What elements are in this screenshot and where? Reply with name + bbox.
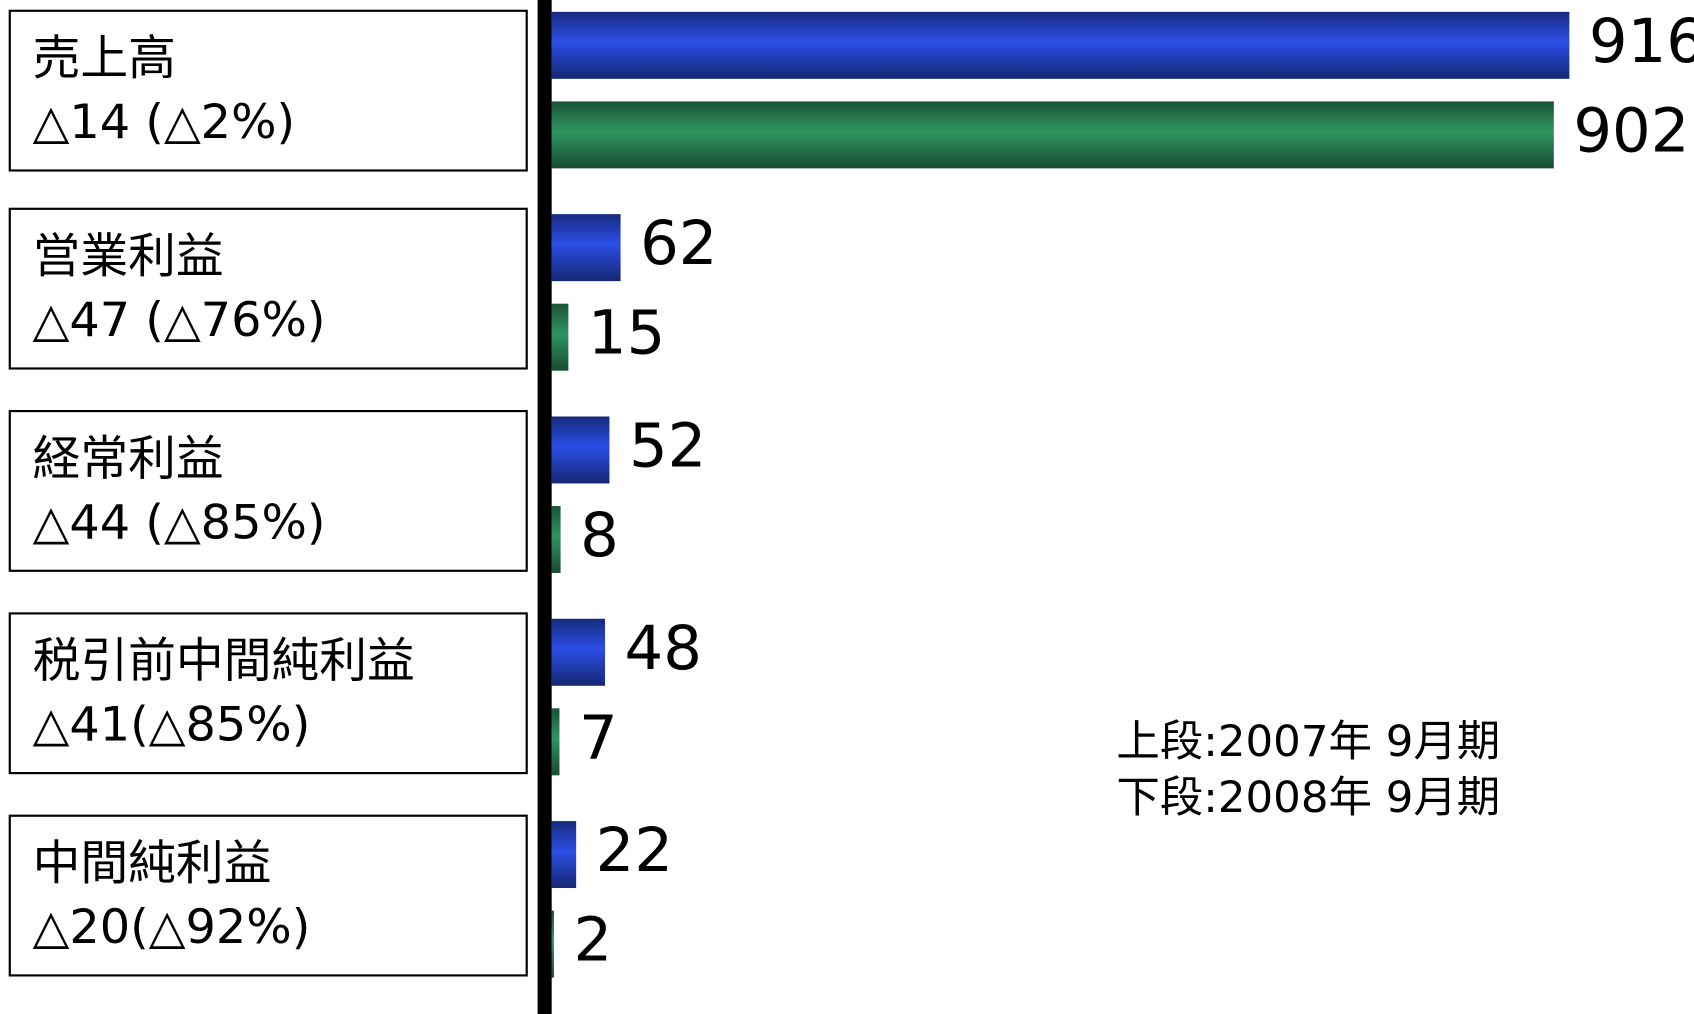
- category-label: 営業利益: [33, 230, 224, 285]
- value-label: 8: [580, 501, 619, 571]
- bar-shade: [551, 618, 606, 686]
- bar-shade: [551, 416, 610, 484]
- category-label: 税引前中間純利益: [33, 634, 415, 689]
- change-label: △44 (△85%): [33, 496, 326, 551]
- bar-shade: [551, 101, 1554, 169]
- bar-shade: [551, 821, 577, 889]
- change-label: △47 (△76%): [33, 293, 326, 348]
- plot: 売上高 △14 (△2%) 916 902 営業利益 △47 (△76%) 62 15 経常利益…: [8, 0, 1694, 1014]
- value-label: 48: [625, 614, 702, 684]
- value-label: 22: [596, 816, 673, 886]
- legend-text: 上段:2007年 9月期: [1116, 717, 1500, 767]
- label-box: [8, 9, 528, 172]
- legend-text: 下段:2008年 9月期: [1116, 773, 1500, 823]
- label-box: [8, 612, 528, 775]
- change-label: △20(△92%): [33, 900, 311, 955]
- change-label: △41(△85%): [33, 698, 311, 753]
- value-label: 2: [573, 906, 612, 976]
- value-label: 902: [1573, 97, 1689, 167]
- bar-shade: [551, 214, 621, 282]
- value-label: 15: [588, 299, 665, 369]
- value-label: 52: [629, 412, 706, 482]
- bar-shade: [551, 708, 560, 776]
- value-label: 62: [640, 209, 717, 279]
- bar-shade: [551, 11, 1570, 79]
- category-label: 経常利益: [33, 432, 224, 487]
- axis-line: [537, 0, 552, 1014]
- label-box: [8, 207, 528, 370]
- bar-shade: [551, 303, 569, 371]
- category-label: 中間純利益: [33, 837, 272, 892]
- value-label: 7: [579, 704, 618, 774]
- label-box: [8, 814, 528, 977]
- bar-shade: [551, 506, 561, 573]
- category-label: 売上高: [33, 32, 176, 87]
- value-label: 916: [1589, 7, 1694, 77]
- bar-shade: [551, 910, 554, 978]
- label-box: [8, 410, 528, 572]
- change-label: △14 (△2%): [33, 95, 296, 150]
